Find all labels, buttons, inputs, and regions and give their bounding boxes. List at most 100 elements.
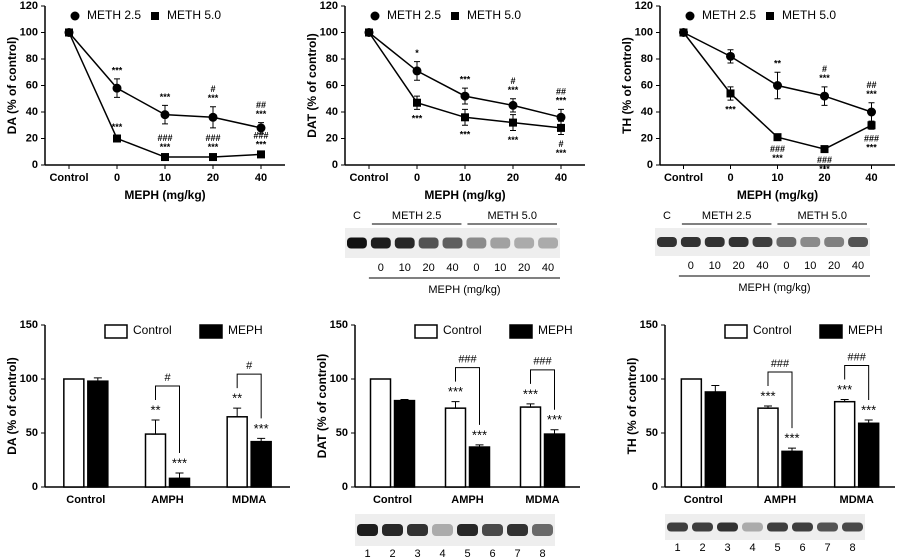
lane-label: 40 xyxy=(852,260,864,272)
significance-label: # xyxy=(822,64,827,74)
marker xyxy=(112,83,122,93)
y-axis-label: DAT (% of control) xyxy=(315,354,329,458)
comparison-bracket xyxy=(455,367,480,425)
error-bar xyxy=(840,399,849,403)
x-tick-label: 40 xyxy=(255,172,267,184)
comparison-label: ### xyxy=(847,351,866,363)
blot-band xyxy=(538,237,558,249)
legend-swatch xyxy=(509,324,533,339)
x-tick-label: AMPH xyxy=(151,494,183,506)
lane-label: 5 xyxy=(464,548,470,560)
marker xyxy=(113,134,121,143)
y-tick-label: 40 xyxy=(641,106,653,118)
legend-label: METH 2.5 xyxy=(87,8,141,22)
marker xyxy=(412,66,422,76)
significance-label: * xyxy=(415,48,419,58)
significance-label: *** xyxy=(460,130,471,140)
error-bar xyxy=(475,444,484,448)
y-tick-label: 100 xyxy=(635,26,653,38)
legend-label: MEPH xyxy=(228,323,263,337)
blot-band xyxy=(482,524,503,536)
lane-label: 20 xyxy=(828,260,840,272)
legend-label: METH 5.0 xyxy=(167,8,221,22)
bar xyxy=(680,378,703,488)
bar xyxy=(226,416,248,488)
y-tick-label: 50 xyxy=(646,427,658,439)
lane-label: 7 xyxy=(824,542,830,554)
significance-label: *** xyxy=(725,104,736,114)
blot-band xyxy=(800,237,821,247)
x-tick-label: 0 xyxy=(114,172,120,184)
legend-swatch xyxy=(199,324,223,339)
significance-label: *** xyxy=(412,114,423,124)
marker xyxy=(160,110,170,120)
blot-band xyxy=(657,237,677,247)
marker xyxy=(460,91,470,101)
x-axis-label: MEPH (mg/kg) xyxy=(424,188,505,202)
y-tick-label: 120 xyxy=(635,0,653,12)
legend-label: METH 2.5 xyxy=(387,8,441,22)
lane-label: 5 xyxy=(774,542,780,554)
blot-band xyxy=(370,237,391,249)
x-tick-label: 40 xyxy=(865,172,877,184)
lane-label: 6 xyxy=(799,542,805,554)
blot-band xyxy=(717,522,738,532)
significance-label: *** xyxy=(508,85,519,95)
y-tick-label: 0 xyxy=(647,159,653,171)
x-tick-label: 20 xyxy=(818,172,830,184)
bar xyxy=(704,391,727,488)
y-tick-label: 50 xyxy=(26,427,38,439)
significance-label: ### xyxy=(157,133,172,143)
significance-label: ### xyxy=(205,133,220,143)
significance-label: *** xyxy=(256,109,267,119)
error-bar xyxy=(257,437,266,443)
blot-band xyxy=(457,524,478,536)
marker xyxy=(726,51,735,61)
legend-label: Control xyxy=(133,323,172,337)
lane-label: 0 xyxy=(378,262,384,274)
lane-label: 8 xyxy=(849,542,855,554)
comparison-bracket xyxy=(155,385,180,453)
group-label: METH 5.0 xyxy=(797,210,847,222)
x-tick-label: AMPH xyxy=(764,494,796,506)
y-tick-label: 60 xyxy=(641,79,653,91)
x-tick-label: 0 xyxy=(414,172,420,184)
blot-band xyxy=(767,522,788,532)
significance-label: # xyxy=(558,139,563,149)
error-bar xyxy=(711,384,720,393)
blot-band xyxy=(842,522,863,532)
lane-label: 6 xyxy=(489,548,495,560)
lane-label: 40 xyxy=(542,262,554,274)
bar xyxy=(757,407,779,488)
bar xyxy=(168,477,191,488)
error-bar xyxy=(233,407,242,418)
significance-label: *** xyxy=(508,135,519,145)
x-tick-label: MDMA xyxy=(525,494,559,506)
y-axis-label: DA (% of control) xyxy=(5,357,19,455)
significance-label: *** xyxy=(556,148,567,158)
legend-swatch xyxy=(104,324,128,339)
x-tick-label: 40 xyxy=(555,172,567,184)
error-bar xyxy=(526,403,535,408)
marker xyxy=(161,153,169,162)
significance-label: ## xyxy=(866,80,876,90)
comparison-label: # xyxy=(164,372,171,384)
x-tick-label: Control xyxy=(66,494,105,506)
marker xyxy=(208,112,218,122)
significance-label: *** xyxy=(160,142,171,152)
significance-label: ** xyxy=(150,402,160,417)
y-tick-label: 0 xyxy=(32,159,38,171)
x-tick-label: Control xyxy=(49,172,88,184)
y-tick-label: 80 xyxy=(641,53,653,65)
y-tick-label: 150 xyxy=(640,319,658,331)
significance-label: *** xyxy=(866,143,877,153)
blot-axis-label: MEPH (mg/kg) xyxy=(738,282,810,294)
comparison-bracket xyxy=(530,369,555,410)
legend-swatch xyxy=(414,324,438,339)
legend-label: Control xyxy=(753,323,792,337)
lane-label: 1 xyxy=(674,542,680,554)
legend-label: MEPH xyxy=(538,323,573,337)
blot-band xyxy=(407,524,428,536)
x-tick-label: Control xyxy=(664,172,703,184)
